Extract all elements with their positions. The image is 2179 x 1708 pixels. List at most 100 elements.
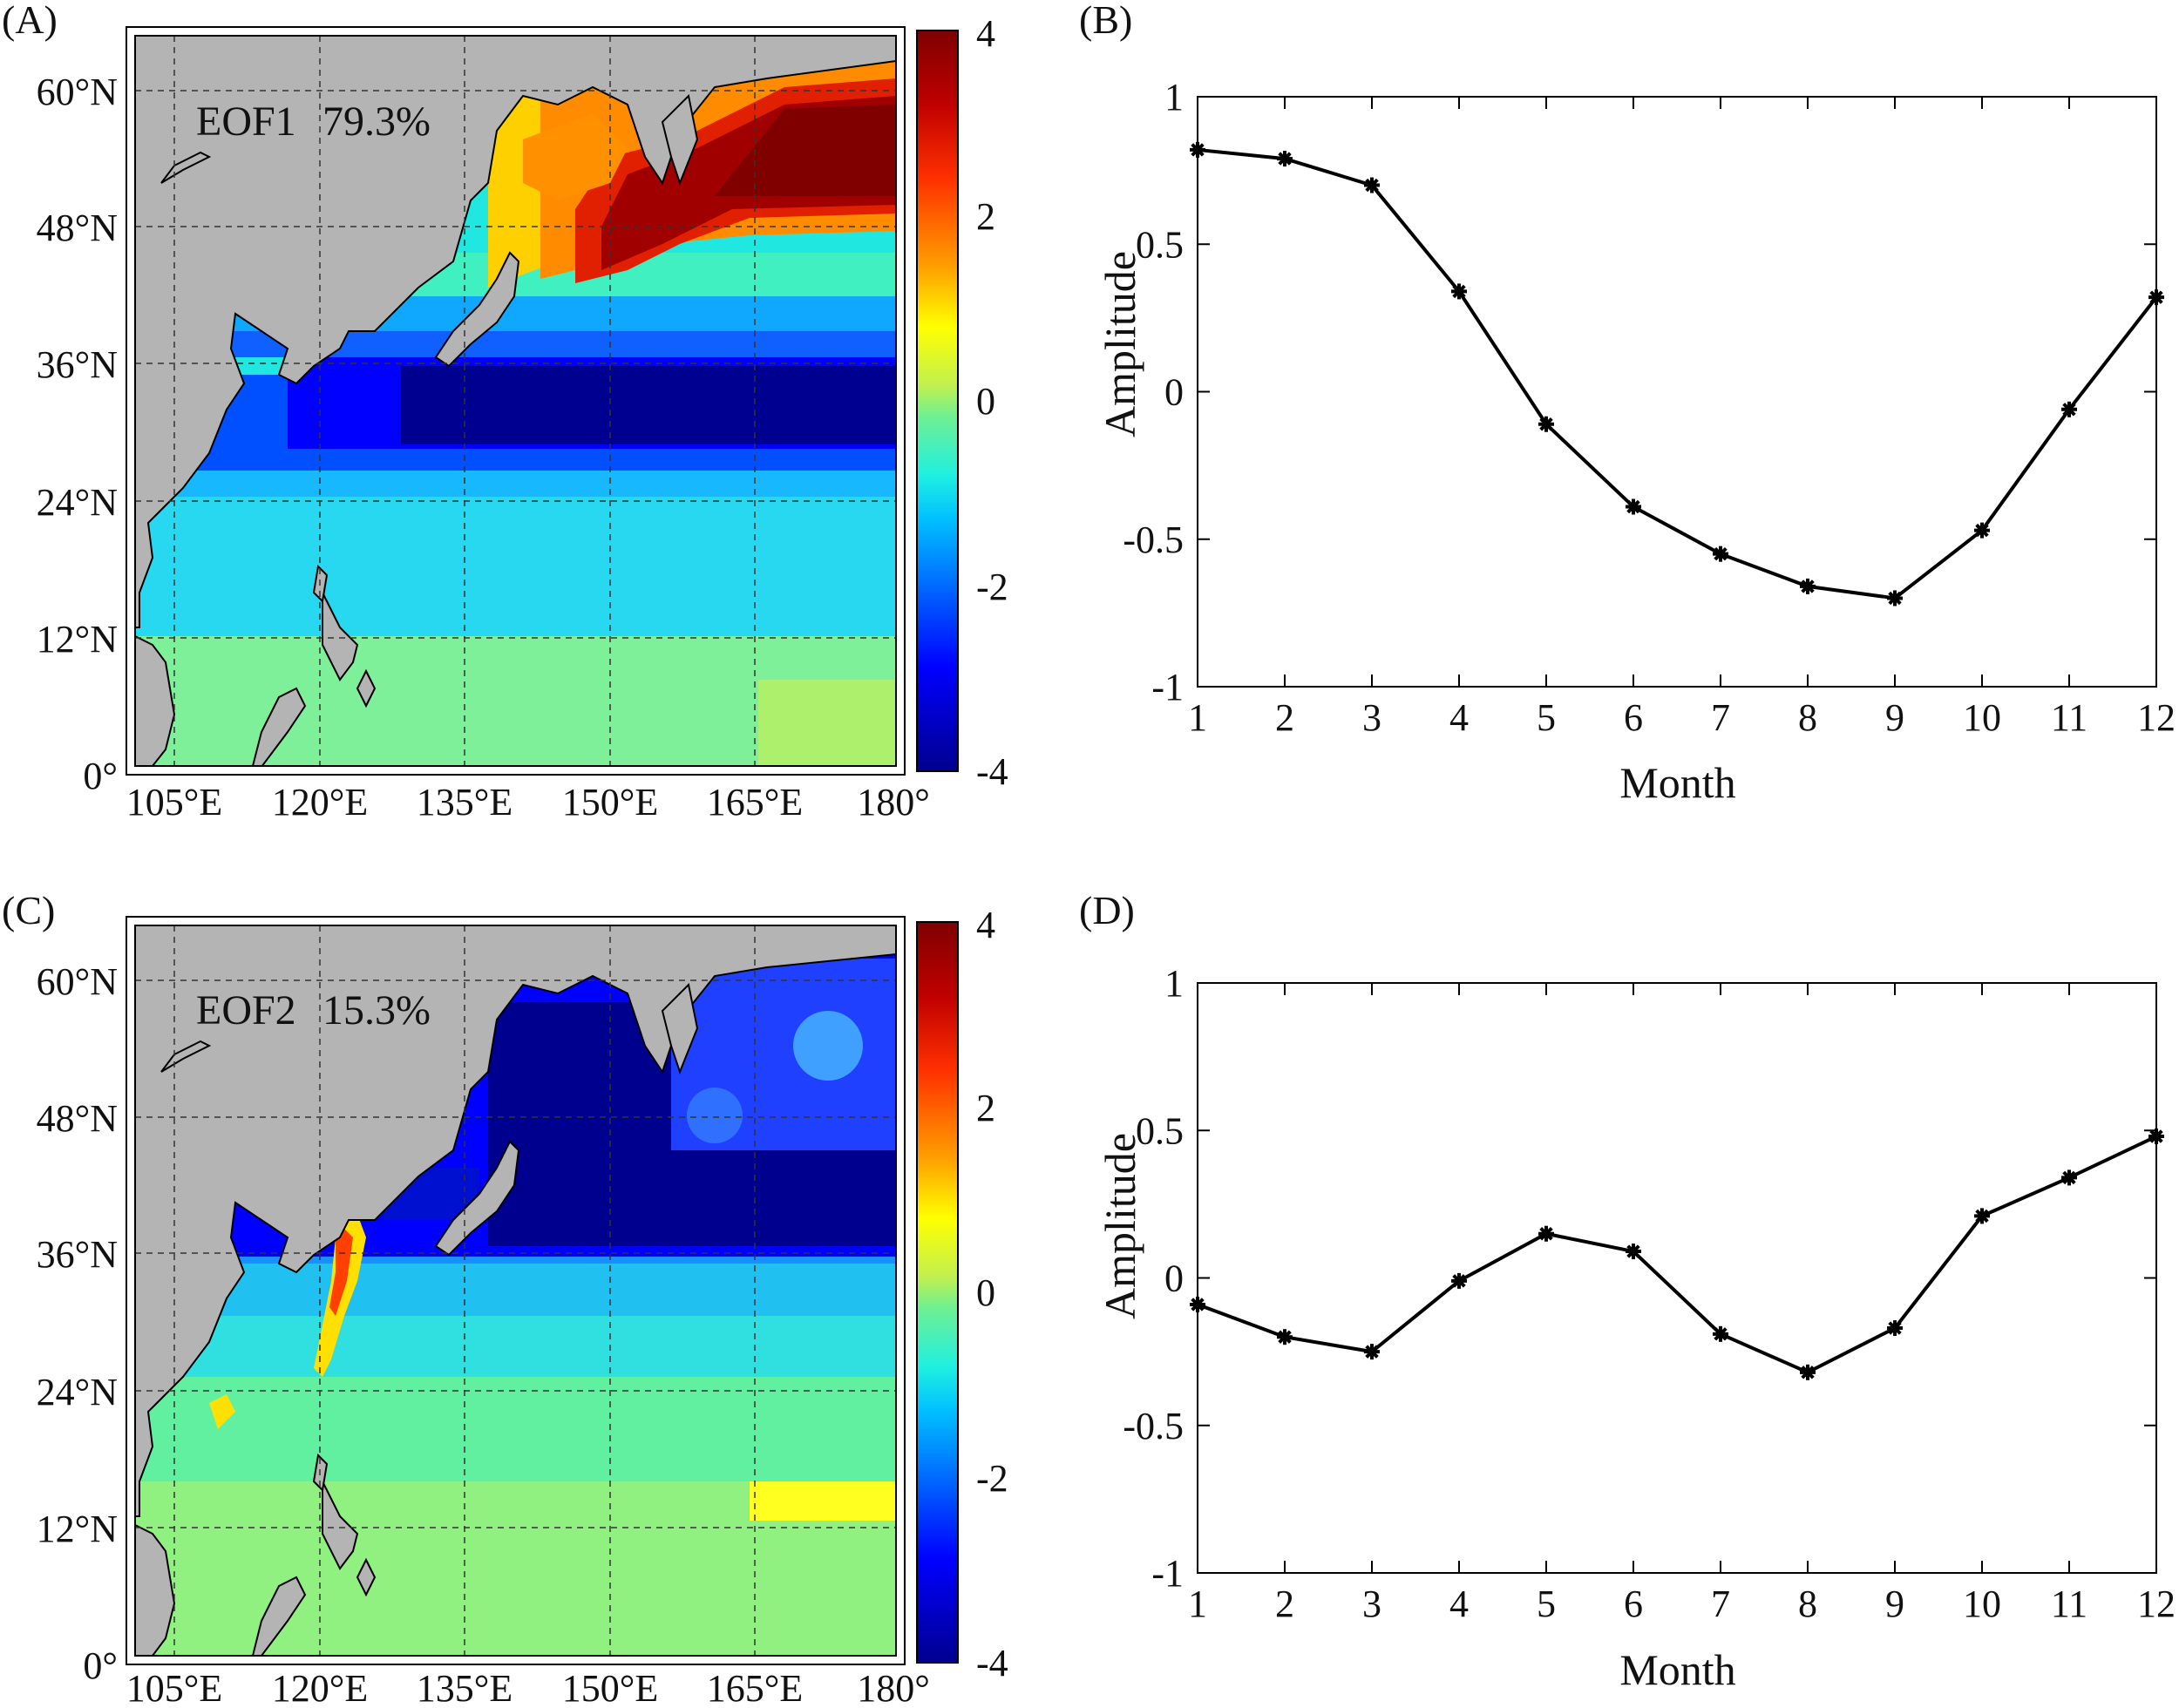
panel-b: (B) Amplitude Month 1 2 3 4 5 6 7 8 9 10 11 1210.50…	[1079, 0, 2176, 807]
panel-d-xtick-label: 3	[1362, 1583, 1381, 1625]
map-c-band-28n	[135, 1255, 896, 1316]
panel-b-data-point-stroke	[1801, 580, 1815, 593]
map-c-lat-label: 0°	[83, 1644, 118, 1687]
panel-d: (D) Amplitude Month 1 2 3 4 5 6 7 8 9 10 11 1210.50…	[1079, 888, 2176, 1694]
map-a-lat-label: 24°N	[37, 481, 118, 524]
map-a-variance-label: 79.3%	[322, 98, 431, 145]
colorbar-c-tick: -4	[976, 1642, 1008, 1684]
panel-d-xtick-label: 8	[1798, 1583, 1817, 1625]
panel-b-data-point	[1974, 522, 1990, 539]
map-c-lon-label: 135°E	[417, 1667, 513, 1708]
map-c-lat-label: 36°N	[37, 1233, 118, 1276]
map-a-lat-label: 0°	[83, 755, 118, 797]
map-c-lon-labels: 105°E 120°E 135°E 150°E 165°E 180°	[126, 1667, 930, 1708]
map-a-land-mindanao	[356, 668, 377, 708]
map-c-land-indochina	[135, 1523, 176, 1656]
map-a-lat-label: 12°N	[37, 618, 118, 661]
panel-d-data-point	[1190, 1296, 1205, 1312]
panel-d-data-point-stroke	[2149, 1129, 2163, 1143]
panel-d-data-point	[1626, 1244, 1641, 1260]
map-a-se-warm	[758, 680, 896, 766]
panel-d-xtick-label: 6	[1624, 1583, 1643, 1625]
map-c-outer-frame	[126, 916, 906, 1665]
panel-b-data-point	[1713, 546, 1728, 562]
panel-b-data-point-stroke	[1888, 591, 1902, 606]
map-c-lon-label: 120°E	[272, 1667, 368, 1708]
map-c-yellow-band	[750, 1481, 896, 1521]
map-a-positive-core	[715, 105, 896, 196]
panel-d-xtick-label: 2	[1275, 1583, 1294, 1625]
panel-c-label: (C)	[2, 888, 55, 932]
panel-d-data-point	[2061, 1169, 2077, 1186]
map-a-land-lake	[160, 151, 212, 184]
map-c-lon-label: 105°E	[126, 1667, 222, 1708]
map-c-coastal-peak	[329, 1220, 353, 1316]
panel-d-data-point	[2148, 1128, 2164, 1145]
map-a-lat-label: 48°N	[37, 207, 118, 249]
panel-d-data-point-stroke	[1191, 1298, 1205, 1312]
panel-b-data-point-stroke	[1539, 417, 1553, 431]
panel-a: (A)	[2, 0, 1008, 824]
map-a-lat-labels: 60°N 48°N 36°N 24°N 12°N 0°	[37, 71, 118, 797]
map-c-lat-label: 48°N	[37, 1097, 118, 1140]
panel-b-series-line	[1197, 147, 2158, 600]
map-a-land-philippines	[322, 592, 359, 681]
colorbar-c-tick: 0	[976, 1271, 995, 1314]
map-a-lat-label: 60°N	[37, 71, 118, 113]
panel-b-xtick-label: 8	[1798, 696, 1817, 739]
panel-b-data-point	[1538, 416, 1554, 432]
colorbar-c-tick: 4	[976, 904, 995, 946]
panel-d-data-point-stroke	[1888, 1321, 1902, 1335]
panel-b-xtick-label: 12	[2137, 696, 2176, 739]
panel-b-ytick-label: -1	[1151, 666, 1184, 708]
panel-b-xtick-label: 9	[1885, 696, 1904, 739]
colorbar-c-tick: -2	[976, 1457, 1008, 1500]
colorbar-a-tick: 4	[976, 12, 995, 55]
map-a-band-core	[401, 366, 896, 444]
panel-c: (C)	[2, 888, 1008, 1708]
panel-b-data-point	[2061, 401, 2077, 417]
map-c-land-borneo	[251, 1576, 307, 1656]
panel-b-data-point-stroke	[1191, 143, 1205, 157]
panel-d-data-point-stroke	[1801, 1366, 1815, 1379]
map-c-lat-label: 12°N	[37, 1508, 118, 1550]
panel-d-data-point-stroke	[1365, 1345, 1379, 1359]
map-a-land-indochina	[135, 634, 176, 766]
map-c-ne-blob	[687, 1088, 743, 1143]
panel-d-xtick-label: 9	[1885, 1583, 1904, 1625]
map-c-land-japan	[434, 1140, 520, 1257]
map-c-south-coast-positive	[209, 1394, 235, 1429]
panel-d-ytick-label: -1	[1151, 1552, 1184, 1595]
panel-d-data-point	[1277, 1329, 1293, 1345]
map-a-eof-label: EOF1	[196, 98, 296, 145]
map-a-lon-label: 180°	[857, 781, 930, 824]
panel-b-xtick-label: 1	[1188, 696, 1207, 739]
map-a-lon-label: 150°E	[562, 781, 658, 824]
map-a-land-japan	[434, 251, 520, 368]
map-c-ne-blob	[793, 1011, 863, 1081]
colorbar-a-tick: -2	[976, 566, 1008, 608]
panel-d-data-point	[1887, 1320, 1903, 1337]
map-c-lat-label: 60°N	[37, 960, 118, 1003]
map-a-graticule	[135, 36, 896, 766]
panel-b-data-point-stroke	[1975, 523, 1989, 538]
map-a-land-kamchatka	[661, 93, 699, 186]
map-c-lon-label: 180°	[857, 1667, 930, 1708]
panel-b-xtick-label: 2	[1275, 696, 1294, 739]
panel-d-data-point-stroke	[1452, 1274, 1466, 1288]
panel-b-data-point	[1277, 151, 1293, 167]
panel-d-xtick-label: 4	[1449, 1583, 1469, 1625]
map-c-land-mindanao	[356, 1557, 377, 1597]
map-c-lat-labels: 60°N 48°N 36°N 24°N 12°N 0°	[37, 960, 118, 1687]
panel-b-data-point-stroke	[1714, 546, 1728, 561]
map-a-lon-label: 105°E	[126, 781, 222, 824]
panel-b-xtick-label: 4	[1449, 696, 1469, 739]
map-a-land-asia	[135, 36, 896, 628]
panel-d-plot-frame	[1197, 982, 2157, 1574]
panel-a-label: (A)	[2, 0, 58, 42]
panel-b-data-point-stroke	[1452, 284, 1466, 299]
panel-d-xtick-label: 11	[2051, 1583, 2087, 1625]
panel-d-data-point-stroke	[1539, 1227, 1553, 1241]
map-a-lon-label: 135°E	[417, 781, 513, 824]
panel-b-data-point	[1364, 177, 1380, 193]
